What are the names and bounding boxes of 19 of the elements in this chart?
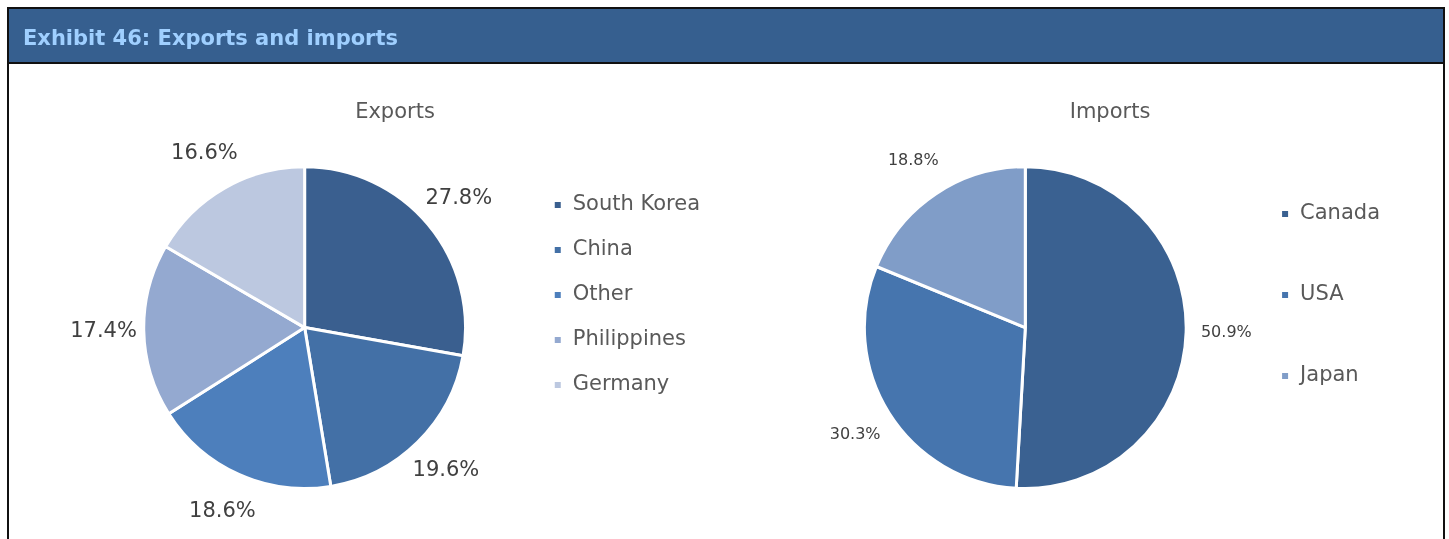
legend-label: Canada — [1300, 200, 1381, 225]
legend-label: China — [572, 236, 633, 261]
data-label: 18.6% — [189, 497, 256, 522]
data-label: 27.8% — [425, 184, 493, 209]
legend-label: Philippines — [572, 326, 686, 351]
data-label: 16.6% — [171, 139, 238, 164]
legend-label: Other — [572, 281, 633, 306]
data-label: 17.4% — [70, 317, 137, 342]
data-label: 18.8% — [887, 149, 939, 169]
legend-label: USA — [1300, 281, 1345, 306]
text: Exhibit 46: Exports and imports — [23, 26, 399, 50]
data-label: 19.6% — [412, 457, 480, 482]
legend-label: Japan — [1298, 362, 1359, 387]
chart-title: Exports — [355, 99, 435, 124]
legend-label: Germany — [572, 371, 670, 396]
data-label: 50.9% — [1200, 322, 1252, 342]
legend-label: South Korea — [572, 191, 701, 216]
data-label: 30.3% — [829, 423, 881, 443]
chart-title: Imports — [1069, 99, 1151, 124]
